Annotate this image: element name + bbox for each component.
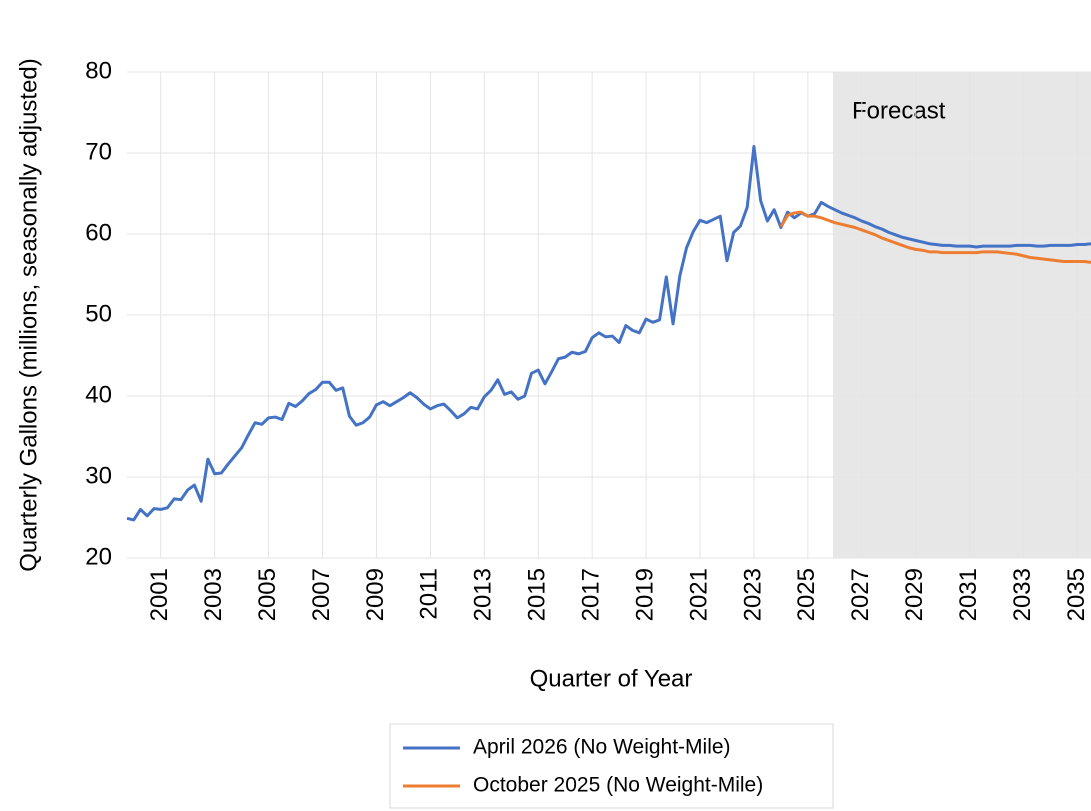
x-tick-label: 2003: [200, 568, 227, 621]
x-tick-label: 2027: [847, 568, 874, 621]
x-tick-label: 2025: [793, 568, 820, 621]
x-tick-label: 2029: [901, 568, 928, 621]
x-tick-label: 2005: [254, 568, 281, 621]
x-tick-label: 2033: [1009, 568, 1036, 621]
x-tick-label: 2001: [146, 568, 173, 621]
x-tick-label: 2013: [470, 568, 497, 621]
y-tick-label: 40: [85, 381, 112, 408]
y-tick-label: 20: [85, 543, 112, 570]
y-tick-label: 30: [85, 462, 112, 489]
y-tick-label: 60: [85, 219, 112, 246]
x-tick-label: 2019: [631, 568, 658, 621]
y-tick-label: 70: [85, 138, 112, 165]
x-tick-label: 2031: [955, 568, 982, 621]
legend-label: October 2025 (No Weight-Mile): [473, 774, 763, 797]
series-line: [126, 145, 1091, 522]
y-tick-label: 50: [85, 300, 112, 327]
legend-label: April 2026 (No Weight-Mile): [473, 736, 731, 759]
x-tick-label: 2035: [1063, 568, 1090, 621]
annotation: Forecast: [852, 97, 946, 124]
legend: [389, 723, 834, 809]
x-tick-label: 2011: [416, 568, 443, 620]
series-line: [779, 210, 1091, 264]
x-tick-label: 2017: [577, 568, 604, 621]
x-tick-label: 2015: [524, 568, 551, 621]
x-tick-label: 2023: [739, 568, 766, 621]
x-tick-label: 2021: [685, 568, 712, 621]
x-tick-label: 2007: [308, 568, 335, 621]
x-axis-title: Quarter of Year: [530, 665, 693, 692]
y-tick-label: 80: [85, 57, 112, 84]
x-tick-label: 2009: [362, 568, 389, 621]
y-axis-title: Quarterly Gallons (millions, seasonally …: [15, 58, 42, 572]
